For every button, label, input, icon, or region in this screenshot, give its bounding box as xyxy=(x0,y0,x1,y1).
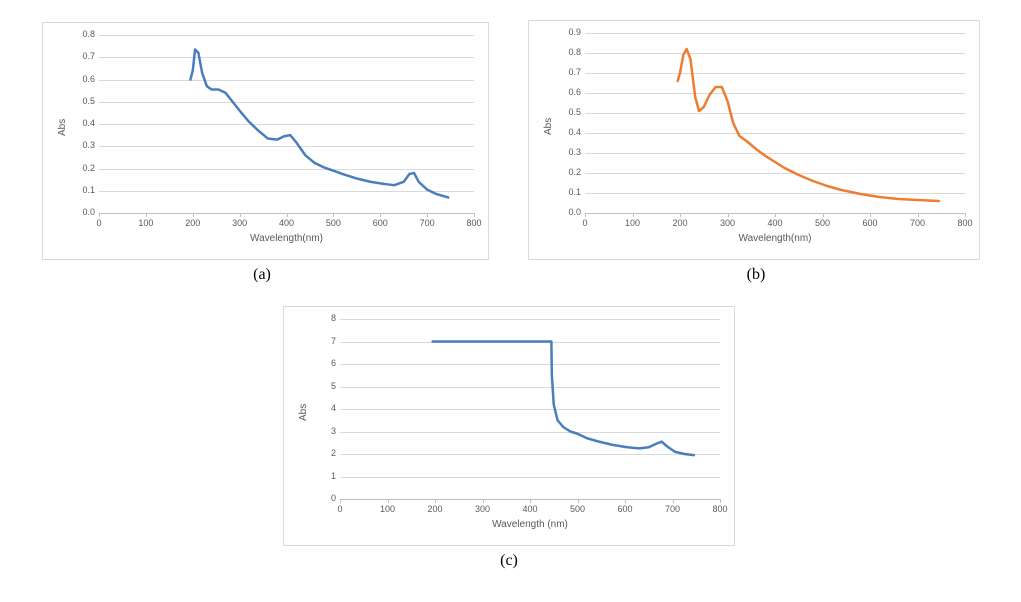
y-tick-label: 0.4 xyxy=(555,128,581,137)
x-tick-label: 400 xyxy=(279,219,294,228)
chart-a-border: 0.0 0.1 0.2 0.3 0.4 0.5 0.6 0.7 0.8 0 100 200 300 400… xyxy=(42,22,489,260)
x-tick-label: 500 xyxy=(815,219,830,228)
y-tick-label: 0.6 xyxy=(69,75,95,84)
x-tick-label: 800 xyxy=(466,219,481,228)
x-tick-label: 200 xyxy=(427,505,442,514)
chart-a-series xyxy=(99,35,474,213)
chart-c-border: 0 1 2 3 4 5 6 7 8 0 100 200 300 400 500 600 700 800 Wavele… xyxy=(283,306,735,546)
y-tick-label: 0.1 xyxy=(555,188,581,197)
x-tick-label: 400 xyxy=(767,219,782,228)
y-tick-label: 0.0 xyxy=(555,208,581,217)
y-tick-label: 5 xyxy=(310,382,336,391)
x-tick-label: 800 xyxy=(957,219,972,228)
y-tick-label: 0.2 xyxy=(555,168,581,177)
y-tick-label: 0.9 xyxy=(555,28,581,37)
y-tick-label: 6 xyxy=(310,359,336,368)
y-tick-label: 4 xyxy=(310,404,336,413)
x-tick-label: 500 xyxy=(326,219,341,228)
y-tick-label: 8 xyxy=(310,314,336,323)
y-tick-label: 7 xyxy=(310,337,336,346)
y-axis-title: Abs xyxy=(543,118,554,135)
y-tick-label: 0.7 xyxy=(69,52,95,61)
page: 0.00.10.20.30.40.50.60.70.80100200300400… xyxy=(0,0,1021,602)
y-tick-label: 0.5 xyxy=(555,108,581,117)
x-axis-title: Wavelength(nm) xyxy=(739,233,812,244)
y-tick-label: 0.3 xyxy=(69,141,95,150)
x-tick-label: 300 xyxy=(720,219,735,228)
x-tick-label: 100 xyxy=(625,219,640,228)
y-tick-label: 0.3 xyxy=(555,148,581,157)
x-axis xyxy=(585,213,965,214)
y-tick-label: 0.2 xyxy=(69,164,95,173)
x-tick-label: 0 xyxy=(96,219,101,228)
y-axis-title: Abs xyxy=(57,119,68,136)
y-tick-label: 0.0 xyxy=(69,208,95,217)
subfigure-label-b: (b) xyxy=(747,266,766,284)
y-axis-title: Abs xyxy=(298,404,309,421)
y-tick-label: 0.6 xyxy=(555,88,581,97)
x-tick xyxy=(720,499,721,503)
chart-b-series xyxy=(585,33,965,213)
y-tick-label: 0.1 xyxy=(69,186,95,195)
x-tick-label: 100 xyxy=(380,505,395,514)
y-tick-label: 0.7 xyxy=(555,68,581,77)
x-axis xyxy=(340,499,720,500)
y-tick-label: 0.5 xyxy=(69,97,95,106)
y-tick-label: 0.8 xyxy=(555,48,581,57)
x-tick-label: 200 xyxy=(185,219,200,228)
x-tick-label: 100 xyxy=(138,219,153,228)
y-tick-label: 0.4 xyxy=(69,119,95,128)
x-tick-label: 0 xyxy=(337,505,342,514)
x-tick-label: 300 xyxy=(232,219,247,228)
x-tick-label: 600 xyxy=(862,219,877,228)
x-tick-label: 800 xyxy=(712,505,727,514)
chart-b-border: 0.0 0.1 0.2 0.3 0.4 0.5 0.6 0.7 0.8 0.9 0 100 200 300… xyxy=(528,20,980,260)
x-tick-label: 700 xyxy=(420,219,435,228)
subfigure-label-c: (c) xyxy=(500,552,518,570)
x-tick-label: 400 xyxy=(522,505,537,514)
chart-b-plot xyxy=(585,33,965,213)
subfigure-label-a: (a) xyxy=(253,266,271,284)
chart-c-series xyxy=(340,319,720,499)
x-tick-label: 0 xyxy=(582,219,587,228)
y-tick-label: 2 xyxy=(310,449,336,458)
chart-c-plot xyxy=(340,319,720,499)
y-tick-label: 0.8 xyxy=(69,30,95,39)
x-tick-label: 700 xyxy=(910,219,925,228)
x-tick xyxy=(474,213,475,217)
y-tick-label: 0 xyxy=(310,494,336,503)
x-tick xyxy=(965,213,966,217)
x-axis-title: Wavelength(nm) xyxy=(250,233,323,244)
chart-a-plot xyxy=(99,35,474,213)
x-tick-label: 600 xyxy=(373,219,388,228)
x-axis-title: Wavelength (nm) xyxy=(492,519,568,530)
x-tick-label: 700 xyxy=(665,505,680,514)
x-axis xyxy=(99,213,474,214)
y-tick-label: 1 xyxy=(310,472,336,481)
x-tick-label: 500 xyxy=(570,505,585,514)
y-tick-label: 3 xyxy=(310,427,336,436)
x-tick-label: 300 xyxy=(475,505,490,514)
x-tick-label: 600 xyxy=(617,505,632,514)
x-tick-label: 200 xyxy=(672,219,687,228)
